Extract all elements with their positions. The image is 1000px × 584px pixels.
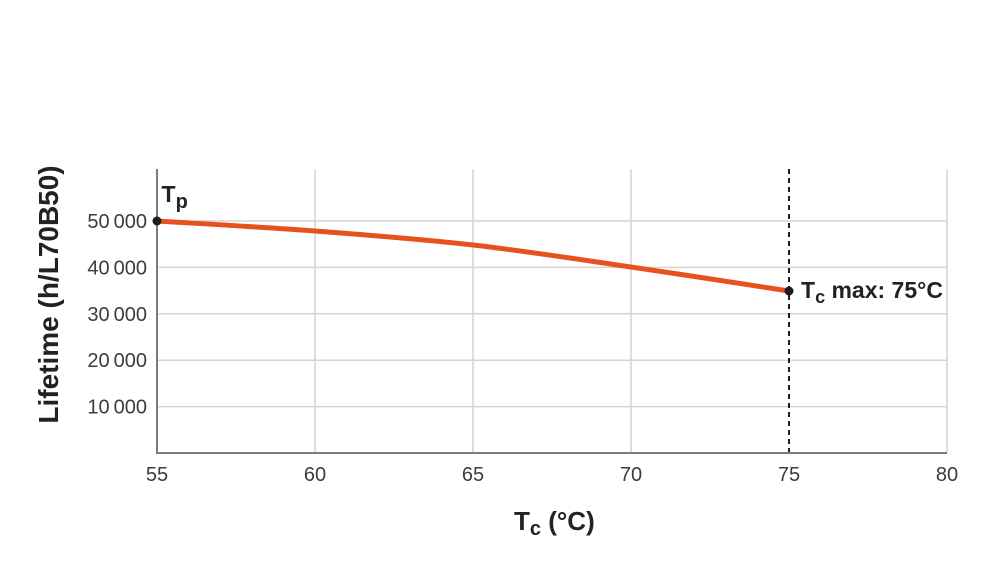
svg-text:80: 80 [936, 464, 958, 486]
svg-text:50 000: 50 000 [87, 211, 147, 233]
svg-text:10 000: 10 000 [87, 397, 147, 419]
svg-text:55: 55 [146, 464, 168, 486]
svg-text:Tc (°C): Tc (°C) [514, 506, 595, 540]
svg-text:Lifetime (h/L70B50): Lifetime (h/L70B50) [33, 165, 64, 423]
svg-text:Tc max: 75°C: Tc max: 75°C [801, 277, 943, 307]
svg-text:20 000: 20 000 [87, 350, 147, 372]
svg-text:30 000: 30 000 [87, 304, 147, 326]
svg-text:40 000: 40 000 [87, 257, 147, 279]
svg-text:70: 70 [620, 464, 642, 486]
svg-text:75: 75 [778, 464, 800, 486]
svg-text:65: 65 [462, 464, 484, 486]
svg-text:60: 60 [304, 464, 326, 486]
